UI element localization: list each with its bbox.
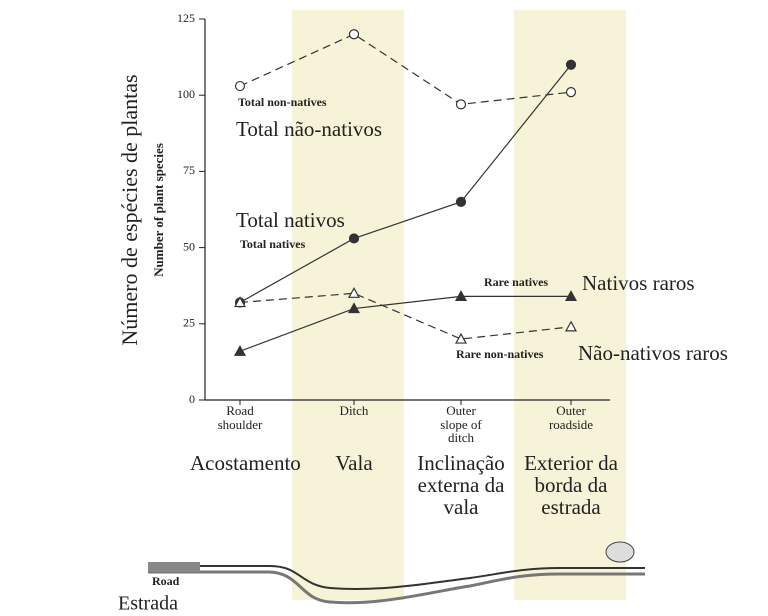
series-label-translated: Total não-nativos <box>236 117 382 141</box>
x-tick-label-translated: Acostamento <box>190 452 290 474</box>
series-label-translated: Não-nativos raros <box>578 341 728 365</box>
marker <box>350 234 359 243</box>
marker <box>350 30 359 39</box>
y-tick-label: 75 <box>183 163 195 177</box>
marker <box>236 82 245 91</box>
road-surface <box>148 562 200 572</box>
road-label: Road <box>152 574 180 588</box>
series-label: Rare natives <box>484 275 548 289</box>
chart: Número de espécies de plantas Number of … <box>0 0 768 616</box>
x-tick-label: Outer slope of ditch <box>434 404 488 445</box>
x-tick-label: Road shoulder <box>213 404 267 431</box>
series-label-translated: Total nativos <box>236 208 345 232</box>
sheep-icon <box>606 542 634 562</box>
y-axis-title-original: Number of plant species <box>151 143 166 277</box>
marker <box>567 88 576 97</box>
marker <box>235 346 245 355</box>
x-tick-label: Ditch <box>340 404 369 418</box>
y-tick-label: 0 <box>189 392 195 406</box>
x-tick-label-translated: Exterior da borda da estrada <box>521 452 621 518</box>
marker <box>457 197 466 206</box>
road-label-translated: Estrada <box>118 593 178 615</box>
y-axis-title: Número de espécies de plantas <box>117 74 142 345</box>
marker <box>567 60 576 69</box>
y-tick-label: 50 <box>183 239 195 253</box>
x-tick-label-translated: Vala <box>335 452 372 474</box>
x-tick-label-translated: Inclinação externa da vala <box>411 452 511 518</box>
y-tick-label: 125 <box>177 11 195 25</box>
series-label: Rare non-natives <box>456 347 544 361</box>
page: Número de espécies de plantas Number of … <box>0 0 768 616</box>
series-label: Total non-natives <box>238 95 327 109</box>
y-tick-label: 100 <box>177 87 195 101</box>
series-label: Total natives <box>240 237 306 251</box>
x-tick-label: Outer roadside <box>544 404 598 431</box>
y-tick-label: 25 <box>183 316 195 330</box>
series-label-translated: Nativos raros <box>582 271 695 295</box>
marker <box>457 100 466 109</box>
